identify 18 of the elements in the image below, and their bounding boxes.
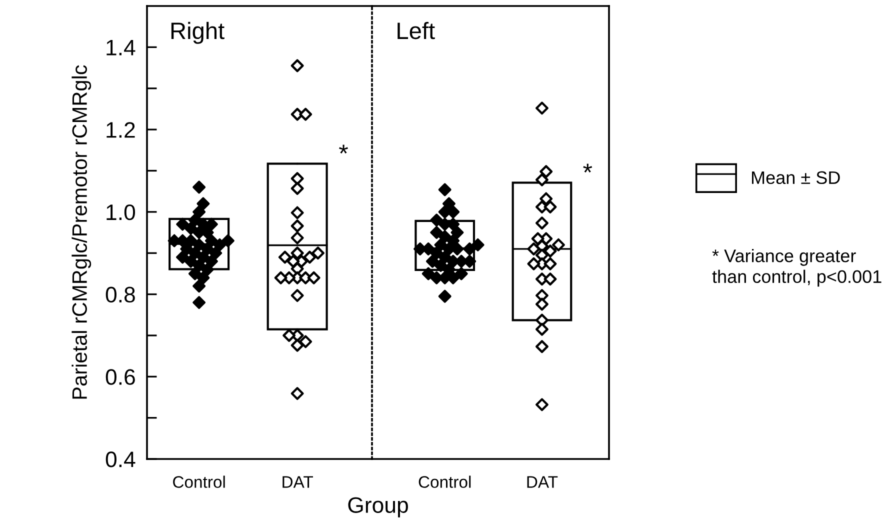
text: * Variance greater than control, p<0.001 xyxy=(712,249,882,287)
text: Right xyxy=(171,22,224,44)
annotation: * xyxy=(339,144,348,154)
y-axis-title: Parietal rCMRglc/Premotor rCMRglc xyxy=(72,65,92,399)
x-tick-label: DAT xyxy=(282,476,313,488)
y-tick-label: 0.4 xyxy=(106,452,136,468)
legend-label: Mean ± SD xyxy=(752,171,840,184)
x-axis-title: Group xyxy=(348,497,408,518)
x-tick-label: Control xyxy=(173,476,225,488)
text: Left xyxy=(398,22,435,40)
y-tick-label: 1.2 xyxy=(106,122,135,138)
y-tick-label: 0.8 xyxy=(106,286,135,303)
y-tick-label: 1.4 xyxy=(106,40,136,56)
x-tick-label: Control xyxy=(418,476,471,488)
x-tick-label: DAT xyxy=(527,476,558,488)
y-tick-label: 1.0 xyxy=(106,204,136,220)
annotation: * xyxy=(583,164,592,172)
y-tick-label: 0.6 xyxy=(106,369,135,385)
